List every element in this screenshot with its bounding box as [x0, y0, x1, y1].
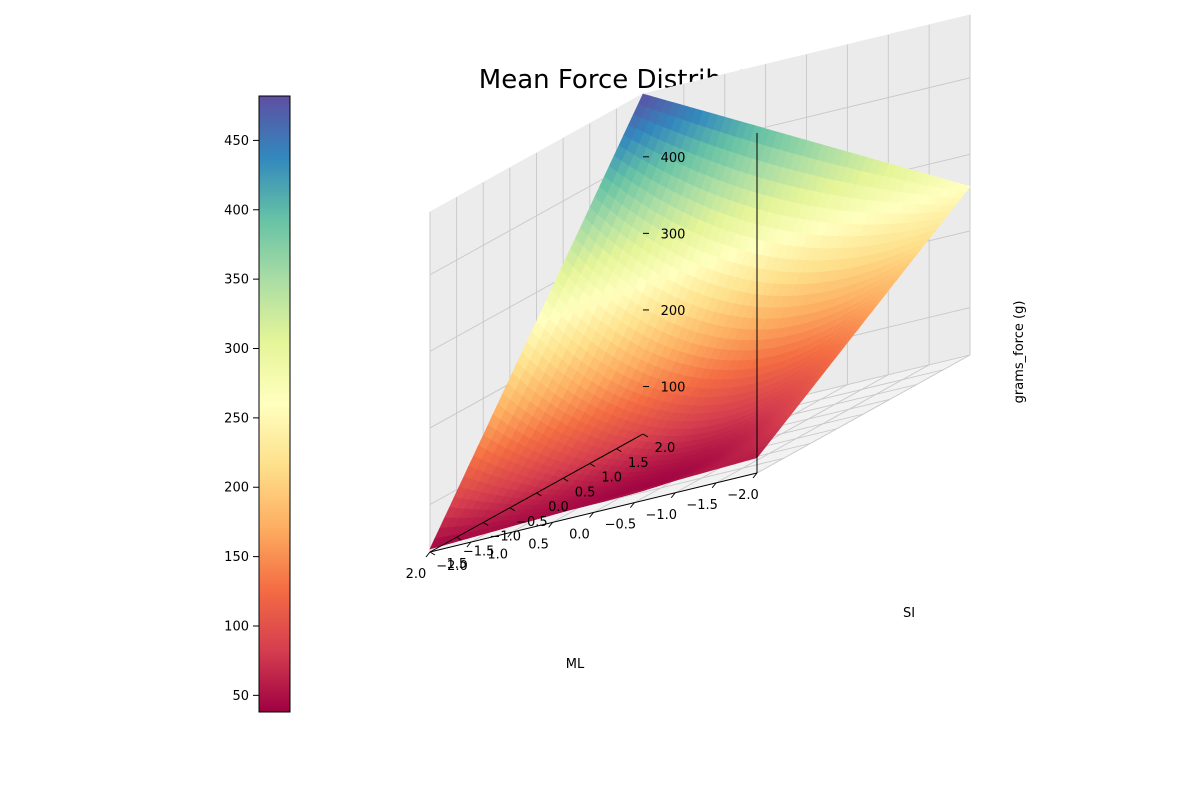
y-tick-label: −0.5	[516, 515, 548, 530]
z-tick-label: 400	[661, 151, 686, 166]
z-axis-ticks: 100 200 300 400	[643, 151, 685, 396]
colorbar-tick-label: 300	[224, 342, 249, 357]
x-axis-ticks: −2.0−1.5−1.0−0.50.00.51.01.52.0	[406, 472, 759, 582]
y-tick-mark	[562, 477, 569, 482]
colorbar-gradient	[258, 95, 291, 713]
colorbar-ticks: 50 100 150 200 250 300 350 400 450	[224, 134, 259, 704]
x-tick-label: −1.5	[686, 498, 718, 513]
x-tick-mark	[548, 522, 554, 528]
y-tick-mark	[642, 433, 649, 438]
z-tick-label: 200	[661, 304, 686, 319]
y-axis-ticks: −2.0−1.5−1.0−0.50.00.51.01.52.0	[429, 433, 676, 574]
y-tick-label: −2.0	[436, 559, 468, 574]
colorbar-tick-label: 150	[224, 550, 249, 565]
colorbar-tick-label: 350	[224, 273, 249, 288]
x-tick-mark	[589, 512, 594, 518]
y-tick-label: −1.0	[489, 530, 521, 545]
x-tick-label: −0.5	[605, 518, 637, 533]
z-axis-label: grams_force (g)	[1012, 301, 1027, 404]
x-tick-label: 1.0	[487, 547, 508, 562]
x-tick-label: −1.0	[645, 508, 677, 523]
y-tick-label: 1.5	[628, 456, 649, 471]
z-tick-label: 100	[661, 381, 686, 396]
colorbar-tick-label: 400	[224, 203, 249, 218]
y-tick-label: −1.5	[463, 544, 495, 559]
x-tick-mark	[711, 482, 717, 489]
x-tick-label: 0.5	[528, 537, 549, 552]
x-tick-mark	[425, 551, 431, 558]
colorbar-tick-label: 250	[224, 411, 249, 426]
colorbar-tick-label: 200	[224, 481, 249, 496]
y-tick-mark	[482, 522, 489, 526]
x-tick-mark	[629, 502, 635, 508]
x-tick-mark	[507, 531, 513, 538]
x-tick-label: 1.5	[447, 557, 468, 572]
y-tick-mark	[429, 551, 436, 556]
x-tick-mark	[752, 472, 758, 479]
x-axis-label: ML	[566, 657, 585, 672]
x-tick-mark	[466, 541, 472, 548]
y-tick-mark	[616, 448, 622, 453]
x-tick-label: 0.0	[569, 528, 590, 543]
y-tick-mark	[589, 463, 596, 467]
colorbar-tick-label: 50	[232, 689, 249, 704]
y-tick-mark	[536, 492, 542, 497]
y-tick-label: 1.0	[601, 471, 622, 486]
x-tick-mark	[670, 492, 676, 499]
surface-patch	[429, 536, 443, 550]
colorbar-tick-label: 100	[224, 619, 249, 634]
colorbar-tick-label: 450	[224, 134, 249, 149]
y-tick-mark	[456, 536, 462, 541]
y-axis-label: SI	[903, 606, 915, 621]
x-tick-label: 2.0	[406, 567, 427, 582]
x-tick-label: −2.0	[727, 488, 759, 503]
surface-plot	[429, 93, 971, 550]
z-tick-label: 300	[661, 227, 686, 242]
y-tick-mark	[509, 507, 516, 512]
y-tick-label: 0.0	[548, 500, 569, 515]
colorbar: 50 100 150 200 250 300 350 400 450	[224, 95, 291, 713]
y-tick-label: 2.0	[655, 441, 676, 456]
y-tick-label: 0.5	[575, 485, 596, 500]
